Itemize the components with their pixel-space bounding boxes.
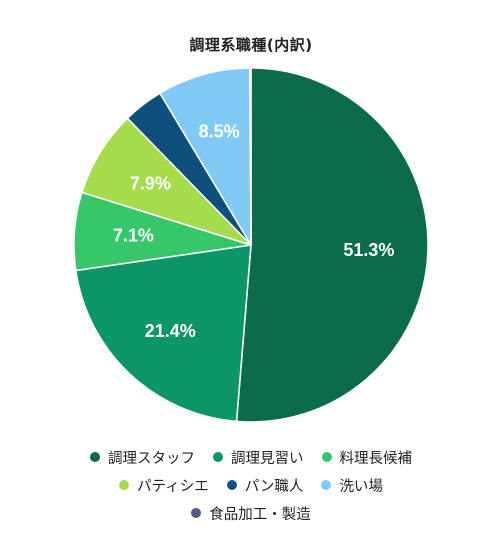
- legend-label: 食品加工・製造: [209, 506, 311, 523]
- legend-marker-icon: [191, 508, 202, 518]
- legend-item-7: 食品加工・製造: [191, 503, 311, 524]
- legend-label: パン職人: [244, 478, 304, 495]
- data-label-1: 51.3%: [343, 240, 394, 260]
- legend-row-1: 調理スタッフ 調理見習い 料理長候補: [0, 443, 502, 471]
- legend-item-3: 料理長候補: [321, 447, 413, 468]
- pie-slice-6: [159, 67, 252, 246]
- legend-label: パティシエ: [137, 478, 209, 495]
- legend-label: 洗い場: [339, 478, 383, 495]
- legend-marker-icon: [90, 452, 100, 462]
- legend-marker-icon: [226, 480, 237, 490]
- legend-item-1: 調理スタッフ: [90, 447, 195, 468]
- legend-item-2: 調理見習い: [213, 447, 304, 468]
- legend-row-2: パティシエ パン職人 洗い場: [0, 471, 502, 499]
- data-label-2: 21.4%: [145, 321, 196, 341]
- legend-row-3: 食品加工・製造: [0, 499, 502, 527]
- legend-item-6: 洗い場: [321, 475, 383, 496]
- legend-item-4: パティシエ: [119, 475, 209, 496]
- legend-marker-icon: [321, 452, 332, 462]
- data-label-3: 7.1%: [113, 226, 154, 246]
- pie-slice-2: [75, 244, 252, 423]
- chart-title: 調理系職種(内訳): [189, 36, 313, 54]
- legend-label: 調理見習い: [231, 450, 304, 467]
- pie-slice-7: [249, 67, 252, 246]
- legend-label: 調理スタッフ: [108, 450, 195, 467]
- legend-marker-icon: [119, 480, 130, 490]
- chart-legend: 調理スタッフ 調理見習い 料理長候補パティシエ パン職人 洗い場食品加工・製造: [0, 443, 502, 527]
- data-label-6: 8.5%: [199, 121, 240, 141]
- pie-slice-1: [235, 67, 429, 423]
- legend-marker-icon: [321, 480, 332, 490]
- data-label-4: 7.9%: [130, 173, 171, 193]
- legend-label: 料理長候補: [339, 450, 413, 467]
- pie-chart: 51.3% 21.4% 7.1% 7.9% 8.5%: [73, 67, 429, 423]
- legend-item-5: パン職人: [226, 475, 304, 496]
- legend-marker-icon: [213, 452, 223, 462]
